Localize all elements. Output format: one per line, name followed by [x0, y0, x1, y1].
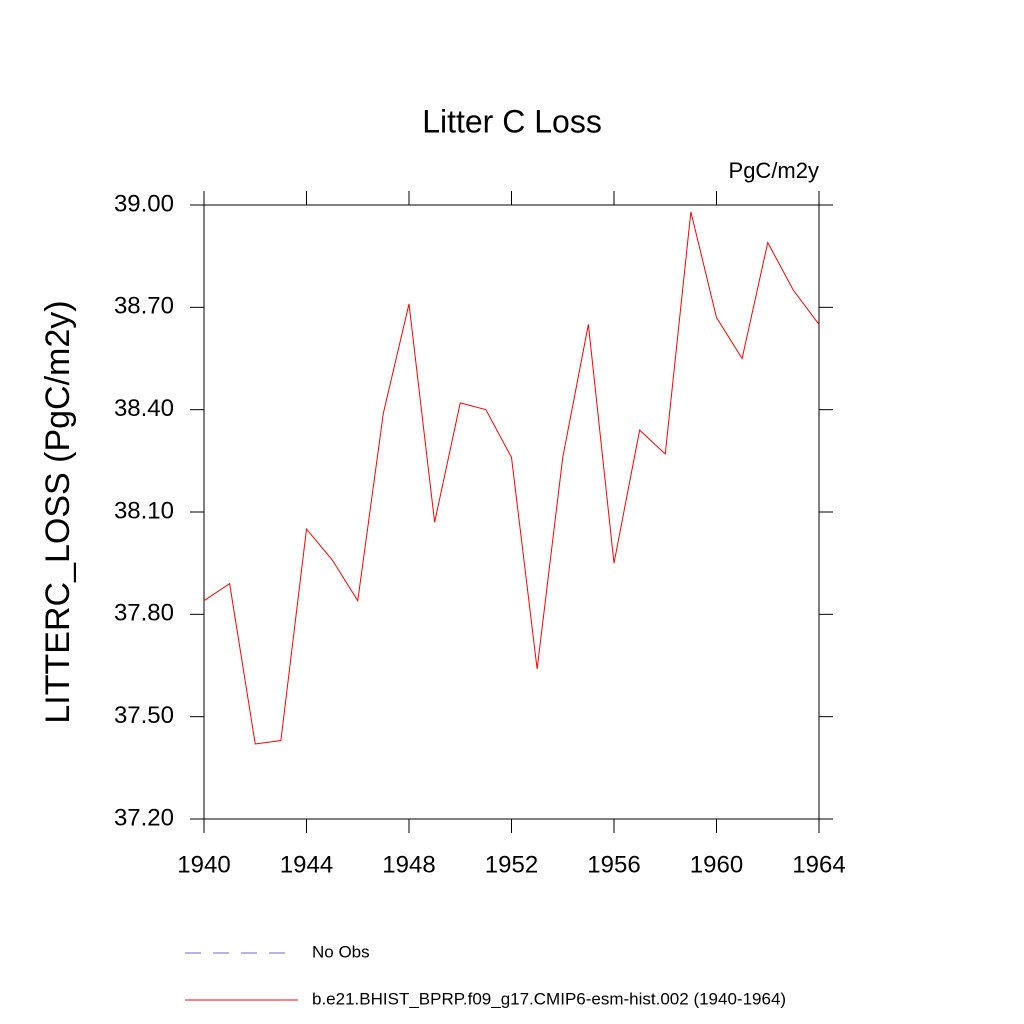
y-tick-label: 38.40 — [114, 395, 174, 422]
y-tick-label: 39.00 — [114, 190, 174, 217]
x-tick-label: 1948 — [382, 851, 435, 878]
chart-title: Litter C Loss — [422, 103, 602, 139]
y-tick-label: 38.10 — [114, 497, 174, 524]
y-axis-label: LITTERC_LOSS (PgC/m2y) — [39, 300, 77, 723]
y-tick-label: 37.50 — [114, 702, 174, 729]
x-tick-label: 1956 — [587, 851, 640, 878]
legend-label: No Obs — [312, 942, 370, 961]
x-tick-label: 1952 — [485, 851, 538, 878]
data-line — [203, 211, 820, 745]
x-tick-label: 1940 — [177, 851, 230, 878]
legend-label: b.e21.BHIST_BPRP.f09_g17.CMIP6-esm-hist.… — [312, 989, 786, 1008]
x-tick-label: 1944 — [280, 851, 333, 878]
x-tick-label: 1960 — [690, 851, 743, 878]
units-label: PgC/m2y — [729, 158, 819, 183]
x-tick-label: 1964 — [792, 851, 845, 878]
plot-frame — [203, 204, 820, 820]
y-tick-label: 37.20 — [114, 804, 174, 831]
y-tick-label: 37.80 — [114, 600, 174, 627]
y-tick-label: 38.70 — [114, 293, 174, 320]
